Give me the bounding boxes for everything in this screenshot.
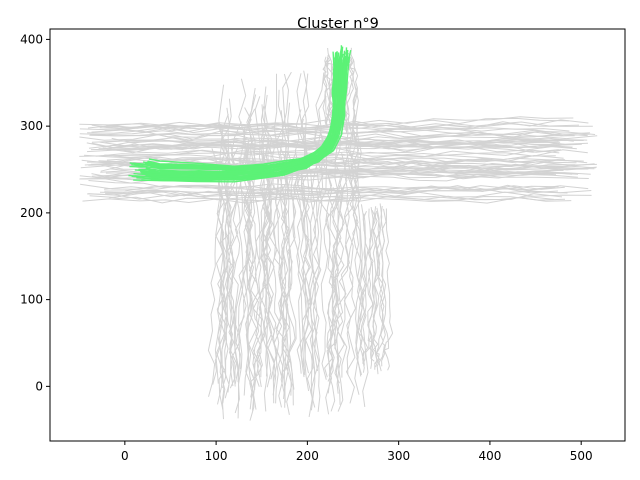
- background-trajectory: [260, 86, 272, 388]
- y-axis-ticks: 0 100 200 300 400: [20, 32, 50, 393]
- y-tick-label: 300: [20, 119, 43, 133]
- background-trajectory: [86, 149, 588, 164]
- background-trajectory: [228, 187, 241, 389]
- background-trajectory: [282, 71, 293, 396]
- background-trajectory: [371, 210, 382, 372]
- cluster-trajectory: [148, 51, 346, 167]
- background-trajectory: [340, 121, 355, 378]
- x-tick-label: 400: [478, 449, 501, 463]
- y-tick-label: 200: [20, 206, 43, 220]
- cluster-trajectory: [153, 51, 348, 170]
- background-trajectory: [354, 83, 363, 395]
- background-trajectory: [234, 139, 251, 414]
- cluster-trajectory: [140, 63, 340, 176]
- background-trajectory: [279, 73, 290, 398]
- cluster-trajectory: [145, 49, 352, 178]
- x-tick-label: 0: [121, 449, 129, 463]
- background-trajectory: [238, 94, 257, 370]
- background-trajectory: [216, 156, 227, 410]
- y-tick-label: 100: [20, 293, 43, 307]
- background-trajectory: [90, 133, 565, 147]
- background-trajectory: [83, 154, 597, 167]
- background-trajectory: [367, 208, 379, 364]
- background-trajectory: [254, 96, 276, 380]
- background-trajectory: [211, 148, 234, 387]
- background-trajectory: [104, 149, 588, 158]
- background-trajectory: [272, 144, 293, 416]
- cluster-trajectory: [129, 54, 342, 169]
- background-trajectory: [349, 119, 369, 407]
- background-trajectory: [326, 172, 340, 384]
- background-trajectory: [222, 156, 243, 389]
- background-trajectory: [376, 203, 386, 375]
- background-trajectory: [381, 208, 390, 371]
- background-trajectory: [258, 175, 272, 388]
- background-trajectory: [245, 178, 262, 387]
- background-trajectory: [364, 207, 374, 362]
- background-trajectory: [227, 147, 240, 393]
- background-trajectory: [350, 47, 359, 123]
- x-tick-label: 100: [205, 449, 228, 463]
- x-tick-label: 500: [570, 449, 593, 463]
- background-trajectory: [326, 155, 348, 394]
- background-trajectory: [91, 117, 569, 133]
- background-trajectory: [325, 108, 339, 415]
- x-tick-label: 200: [296, 449, 319, 463]
- background-trajectory: [370, 209, 381, 369]
- background-trajectory: [336, 176, 350, 412]
- background-trajectory: [302, 70, 320, 372]
- background-trajectory: [219, 135, 229, 420]
- background-trajectory: [273, 73, 289, 408]
- background-trajectory: [328, 187, 340, 412]
- background-trajectory: [300, 72, 325, 371]
- background-trajectory: [87, 191, 592, 199]
- y-tick-label: 0: [35, 379, 43, 393]
- background-trajectory: [276, 89, 288, 403]
- background-trajectory: [324, 54, 331, 128]
- background-trajectory: [320, 133, 329, 380]
- background-trajectory: [360, 211, 369, 366]
- background-trajectory: [296, 176, 321, 412]
- x-tick-label: 300: [387, 449, 410, 463]
- chart-title: Cluster n°9: [297, 16, 379, 32]
- background-trajectory: [344, 59, 355, 130]
- background-trajectory: [82, 197, 572, 204]
- background-trajectory: [287, 102, 297, 406]
- axes-frame: [49, 28, 626, 442]
- background-trajectory: [343, 121, 354, 375]
- background-trajectory: [247, 108, 268, 412]
- y-tick-label: 400: [20, 32, 43, 46]
- background-trajectory: [227, 143, 239, 385]
- background-trajectory: [86, 157, 580, 171]
- background-trajectory: [294, 109, 305, 378]
- cluster-trajectory: [136, 62, 336, 181]
- background-trajectory: [291, 160, 314, 393]
- cluster-trajectories: [128, 45, 352, 183]
- background-trajectory: [357, 213, 368, 364]
- background-trajectory: [207, 107, 231, 397]
- background-trajectory: [275, 144, 290, 404]
- background-trajectory: [328, 138, 342, 372]
- background-trajectory: [261, 104, 278, 404]
- background-trajectory: [346, 129, 358, 404]
- background-trajectory: [381, 208, 394, 367]
- background-trajectory: [301, 73, 310, 376]
- background-trajectory: [310, 127, 324, 408]
- x-axis-ticks: 0 100 200 300 400 500: [121, 441, 593, 463]
- background-trajectory: [243, 157, 255, 421]
- background-trajectory: [216, 98, 232, 405]
